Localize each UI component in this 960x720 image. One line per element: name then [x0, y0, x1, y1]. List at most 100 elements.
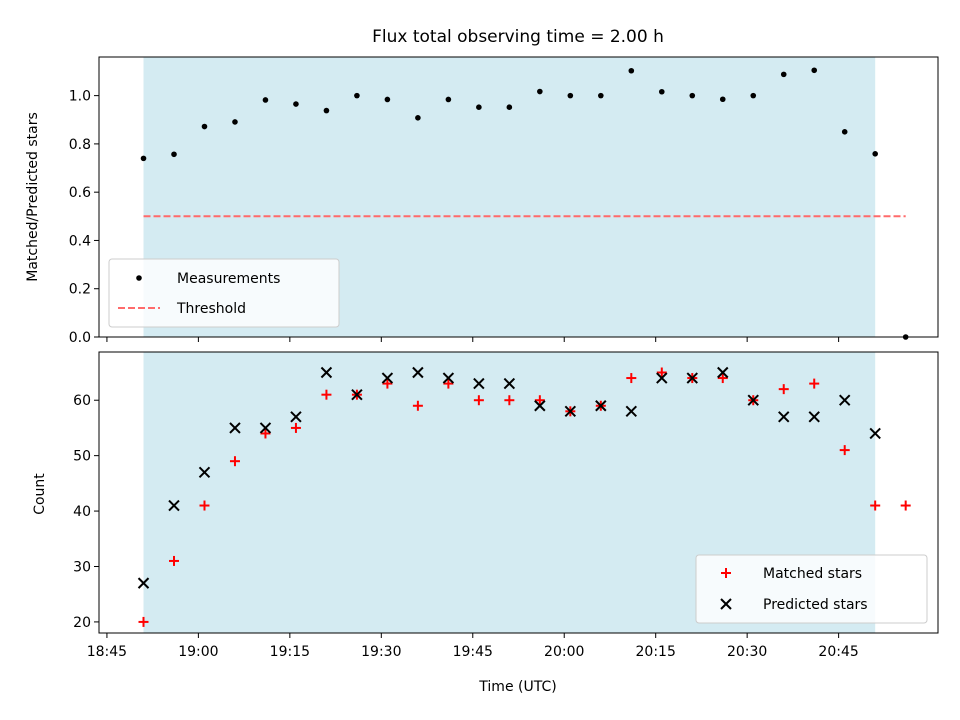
predicted-star-stroke: [717, 366, 729, 379]
legend-matched-label: Matched stars: [763, 566, 862, 582]
measurement-point: [598, 92, 604, 99]
matched-star-point: [839, 445, 850, 456]
predicted-star-stroke: [229, 422, 241, 434]
predicted-star-point: [137, 577, 150, 589]
measurement-point: [811, 67, 818, 74]
predicted-star-stroke: [808, 411, 820, 423]
predicted-star-point: [198, 466, 211, 478]
predicted-star-stroke: [198, 466, 211, 478]
predicted-star-stroke: [259, 422, 272, 434]
legend-bottom: Matched stars Predicted stars: [695, 554, 928, 624]
measurement-point: [658, 88, 665, 95]
x-tick-label: 19:45: [453, 644, 493, 660]
measurement-point: [750, 92, 757, 99]
predicted-star-stroke: [351, 388, 363, 401]
measurement-point: [476, 104, 482, 111]
x-tick-label: 19:00: [178, 644, 218, 660]
predicted-star-point: [625, 405, 638, 418]
matched-star-point: [504, 395, 515, 406]
measurement-point: [872, 150, 878, 157]
bottom-y-tick-label: 60: [73, 393, 91, 409]
measurement-point: [140, 155, 147, 162]
matched-star-point: [870, 500, 881, 511]
bottom-y-tick-label: 20: [73, 615, 91, 631]
matched-star-point: [229, 456, 240, 467]
matched-star-point: [534, 395, 545, 406]
predicted-star-point: [320, 366, 333, 379]
matched-star-point: [412, 400, 423, 411]
measurement-point: [841, 129, 848, 135]
predicted-star-stroke: [686, 372, 698, 384]
matched-star-point: [138, 616, 149, 627]
predicted-star-point: [717, 366, 729, 379]
measurement-point: [719, 96, 726, 103]
predicted-star-stroke: [412, 366, 424, 379]
measurement-point: [537, 88, 543, 95]
predicted-star-stroke: [564, 405, 577, 418]
measurement-point: [689, 92, 696, 99]
matched-star-point: [656, 367, 667, 378]
measurement-point: [171, 151, 177, 158]
legend-threshold-label: Threshold: [176, 301, 246, 317]
measurement-point: [323, 107, 330, 114]
top-y-tick-label: 0.4: [69, 233, 91, 249]
predicted-star-point: [259, 422, 272, 434]
matched-star-point: [260, 428, 271, 439]
x-tick-label: 18:45: [87, 644, 127, 660]
top-y-tick-label: 1.0: [69, 89, 91, 105]
predicted-star-point: [473, 377, 485, 390]
predicted-star-point: [534, 400, 546, 412]
predicted-star-stroke: [778, 411, 790, 423]
predicted-star-stroke: [473, 377, 485, 390]
predicted-star-point: [381, 372, 394, 384]
bottom-axes-frame: [98, 351, 939, 634]
matched-star-point: [809, 378, 820, 389]
top-y-tick-label: 0.0: [69, 330, 91, 346]
predicted-star-point: [686, 372, 698, 384]
bottom-y-tick-label: 30: [73, 559, 91, 575]
predicted-star-stroke: [442, 372, 455, 384]
measurement-point: [780, 71, 787, 78]
x-tick-label: 20:15: [636, 644, 676, 660]
predicted-star-point: [808, 411, 820, 423]
x-axis-label: Time (UTC): [478, 679, 556, 695]
matched-star-point: [473, 395, 484, 406]
predicted-star-point: [656, 372, 668, 384]
matched-star-point: [382, 378, 393, 389]
predicted-star-point: [839, 394, 851, 406]
matched-star-point: [168, 555, 179, 566]
measurement-point: [567, 92, 574, 99]
matched-star-point: [321, 389, 332, 400]
top-y-tick-label: 0.2: [69, 282, 91, 298]
predicted-star-stroke: [656, 372, 668, 384]
bottom-y-tick-label: 40: [73, 504, 91, 520]
predicted-star-point: [564, 405, 577, 418]
predicted-star-stroke: [595, 400, 607, 412]
legend-top-box: [108, 258, 340, 328]
predicted-star-point: [503, 377, 516, 390]
top-axes-frame: [98, 56, 939, 338]
predicted-star-stroke: [381, 372, 394, 384]
matched-star-point: [626, 373, 637, 384]
measurement-point: [415, 115, 421, 121]
predicted-star-stroke: [137, 577, 150, 589]
top-y-tick-label: 0.8: [69, 137, 91, 153]
measurement-point: [262, 97, 269, 103]
predicted-star-point: [869, 427, 881, 440]
predicted-star-point: [412, 366, 424, 379]
matched-star-point: [778, 384, 789, 395]
measurement-point: [354, 92, 360, 99]
matched-star-point: [717, 373, 728, 384]
predicted-star-stroke: [747, 394, 759, 406]
predicted-star-stroke: [290, 411, 302, 423]
predicted-star-point: [778, 411, 790, 423]
matched-star-point: [900, 500, 911, 511]
chart-title: Flux total observing time = 2.00 h: [372, 27, 664, 47]
measurement-point: [201, 123, 208, 130]
predicted-star-stroke: [320, 366, 333, 379]
x-tick-label: 20:00: [544, 644, 584, 660]
legend-bottom-box: [695, 554, 928, 624]
top-y-tick-label: 0.6: [69, 185, 91, 201]
predicted-star-point: [595, 400, 607, 412]
measurement-point: [384, 96, 391, 103]
